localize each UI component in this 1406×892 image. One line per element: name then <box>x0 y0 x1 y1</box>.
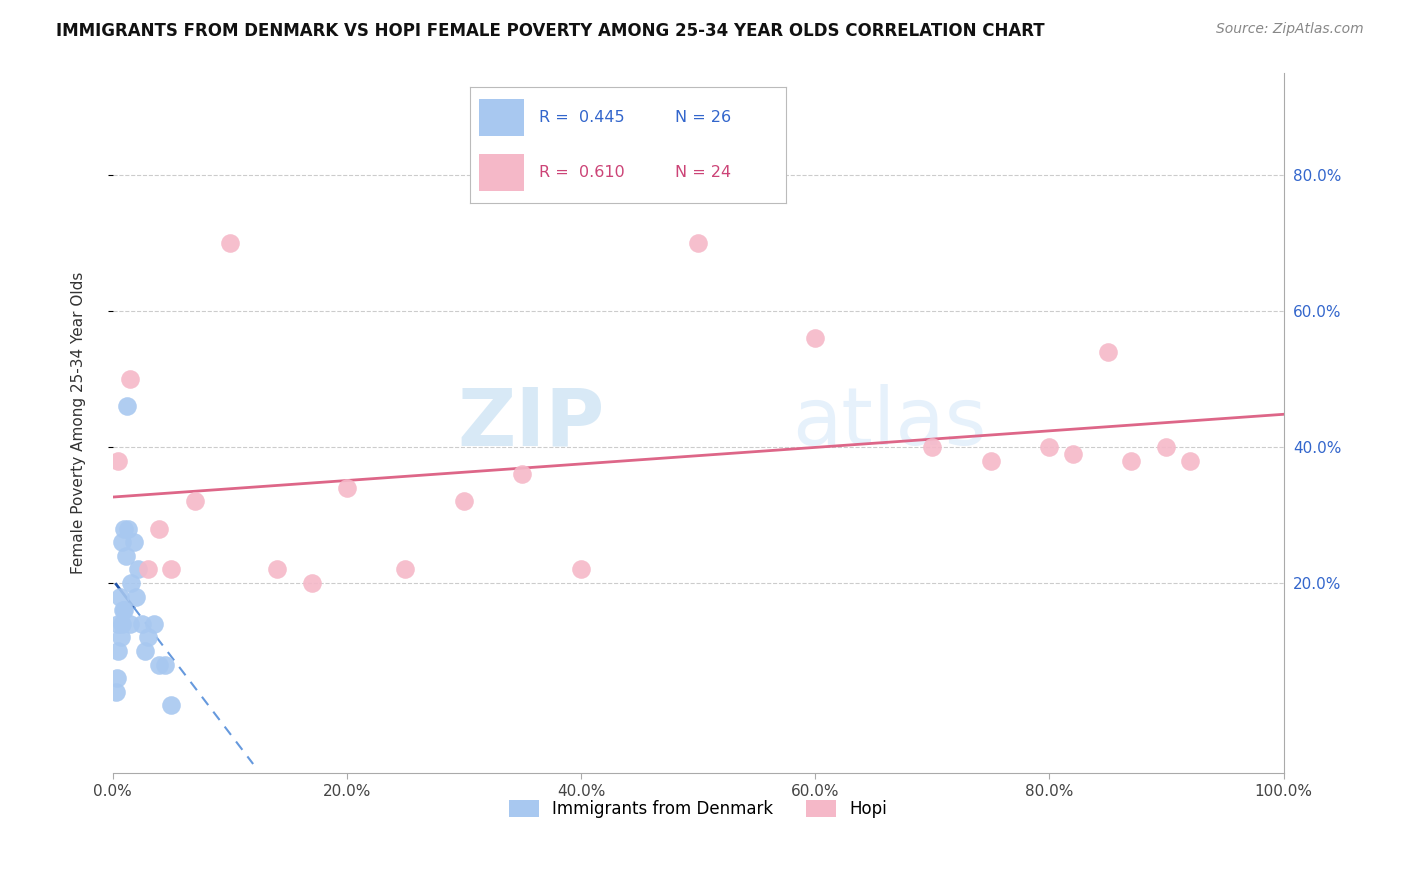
Point <box>107 616 129 631</box>
Point <box>301 576 323 591</box>
Point <box>136 631 159 645</box>
Point <box>394 562 416 576</box>
Point <box>336 481 359 495</box>
Point <box>142 616 165 631</box>
Point <box>453 494 475 508</box>
Point <box>108 590 131 604</box>
Point <box>125 590 148 604</box>
Legend: Immigrants from Denmark, Hopi: Immigrants from Denmark, Hopi <box>502 793 894 824</box>
Point <box>1178 453 1201 467</box>
Point <box>1097 344 1119 359</box>
Point <box>105 671 128 685</box>
Point <box>120 372 142 386</box>
Point <box>112 603 135 617</box>
Point <box>160 562 183 576</box>
Text: Source: ZipAtlas.com: Source: ZipAtlas.com <box>1216 22 1364 37</box>
Point <box>148 522 170 536</box>
Text: atlas: atlas <box>792 384 986 462</box>
Point <box>136 562 159 576</box>
Point <box>112 522 135 536</box>
Point <box>111 616 134 631</box>
Point <box>107 453 129 467</box>
Point <box>512 467 534 482</box>
Point <box>115 399 138 413</box>
Point <box>148 657 170 672</box>
Point <box>688 235 710 250</box>
Point <box>134 644 156 658</box>
Point <box>114 549 136 563</box>
Point <box>160 698 183 713</box>
Point <box>183 494 205 508</box>
Point <box>569 562 592 576</box>
Point <box>1156 440 1178 454</box>
Text: ZIP: ZIP <box>457 384 605 462</box>
Point <box>122 535 145 549</box>
Y-axis label: Female Poverty Among 25-34 Year Olds: Female Poverty Among 25-34 Year Olds <box>72 272 86 574</box>
Point <box>111 535 134 549</box>
Point <box>127 562 149 576</box>
Point <box>921 440 943 454</box>
Point <box>804 331 827 345</box>
Point <box>107 644 129 658</box>
Text: IMMIGRANTS FROM DENMARK VS HOPI FEMALE POVERTY AMONG 25-34 YEAR OLDS CORRELATION: IMMIGRANTS FROM DENMARK VS HOPI FEMALE P… <box>56 22 1045 40</box>
Point <box>1121 453 1143 467</box>
Point <box>155 657 177 672</box>
Point <box>980 453 1002 467</box>
Point <box>266 562 288 576</box>
Point <box>117 522 139 536</box>
Point <box>1062 447 1084 461</box>
Point <box>112 603 135 617</box>
Point <box>120 616 142 631</box>
Point <box>131 616 153 631</box>
Point <box>105 685 128 699</box>
Point <box>1038 440 1060 454</box>
Point <box>218 235 240 250</box>
Point <box>110 631 132 645</box>
Point <box>120 576 142 591</box>
